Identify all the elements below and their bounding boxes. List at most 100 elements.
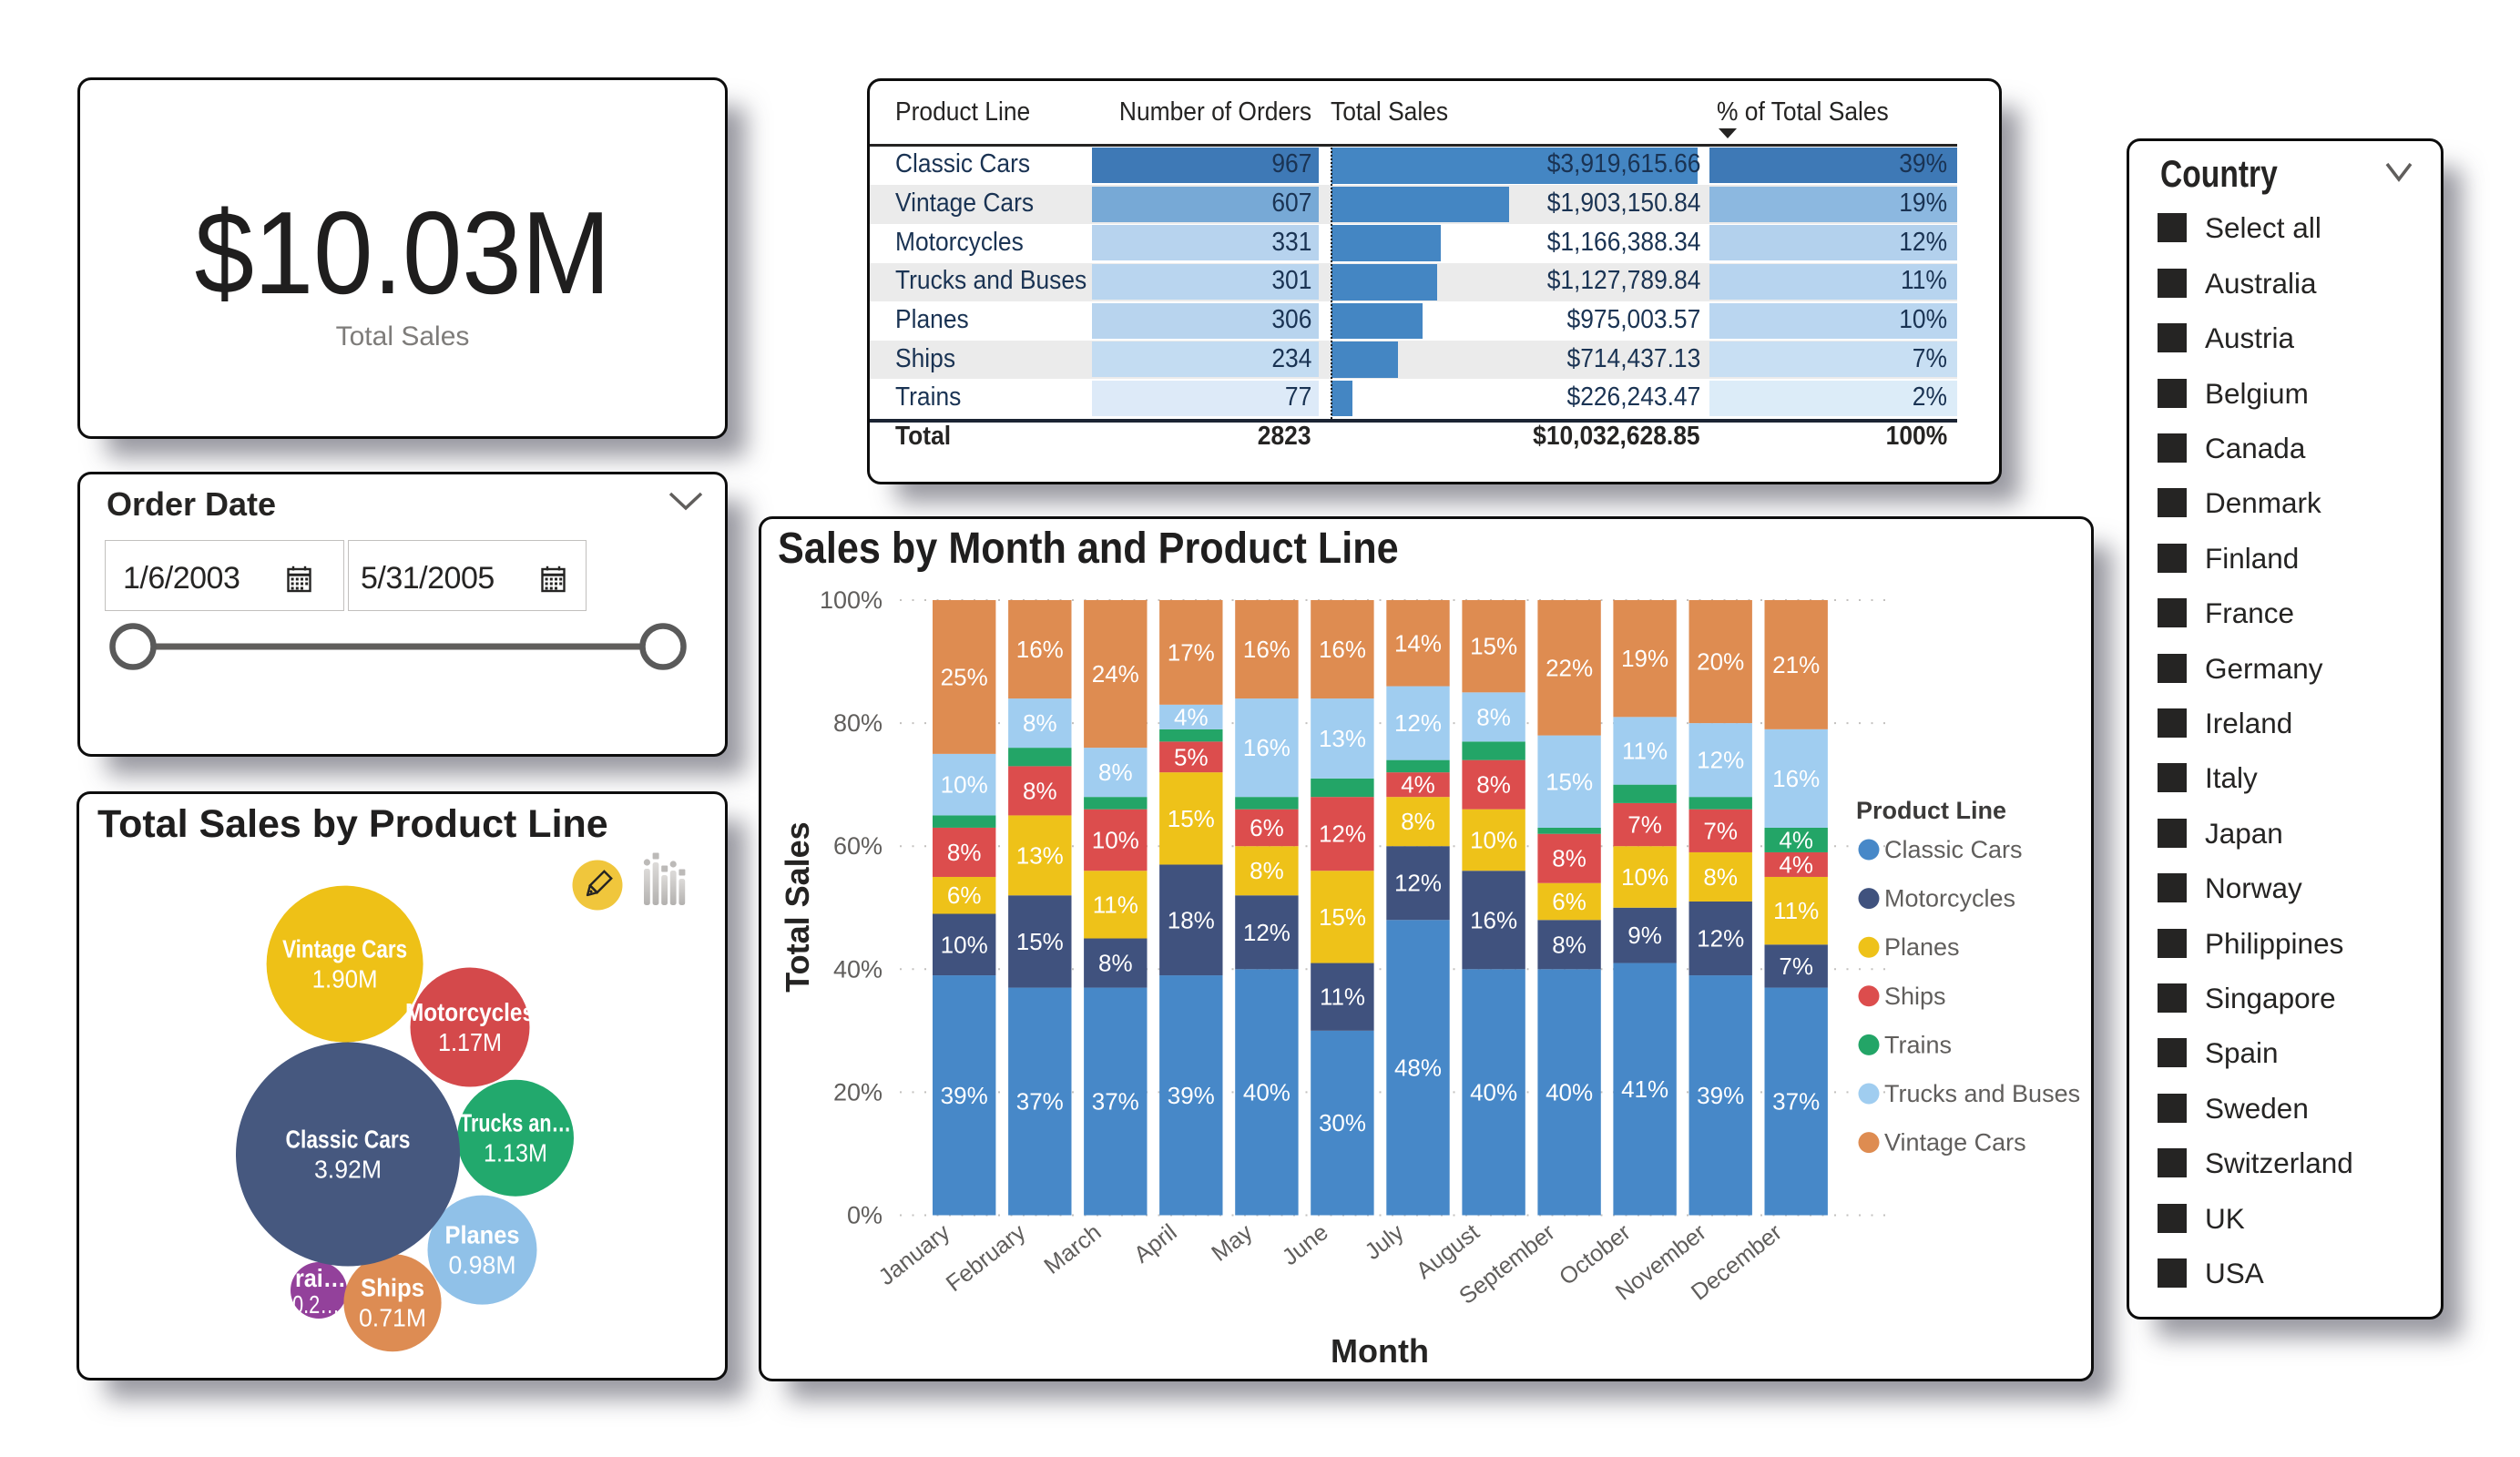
svg-text:1.17M: 1.17M <box>438 1028 502 1056</box>
svg-text:12%: 12% <box>1394 709 1442 737</box>
svg-text:6%: 6% <box>1250 814 1284 841</box>
svg-text:8%: 8% <box>1250 857 1284 884</box>
svg-text:8%: 8% <box>947 839 982 866</box>
svg-text:20%: 20% <box>1697 648 1744 676</box>
svg-text:37%: 37% <box>1772 1088 1820 1116</box>
svg-text:18%: 18% <box>1168 906 1215 933</box>
svg-text:15%: 15% <box>1319 903 1366 931</box>
svg-text:0%: 0% <box>847 1202 883 1229</box>
svg-text:Trucks an…: Trucks an… <box>460 1109 571 1137</box>
svg-text:12%: 12% <box>1697 925 1744 953</box>
svg-text:10%: 10% <box>941 931 988 958</box>
svg-text:Motorcycles: Motorcycles <box>405 998 535 1026</box>
svg-text:16%: 16% <box>1319 636 1366 663</box>
svg-text:10%: 10% <box>1470 826 1517 853</box>
svg-text:60%: 60% <box>833 832 883 860</box>
svg-text:21%: 21% <box>1772 651 1820 678</box>
svg-text:June: June <box>1278 1219 1333 1270</box>
svg-text:0.98M: 0.98M <box>449 1251 516 1279</box>
svg-text:0.71M: 0.71M <box>359 1304 426 1332</box>
svg-text:40%: 40% <box>1243 1078 1291 1105</box>
svg-text:40%: 40% <box>1546 1078 1593 1105</box>
svg-text:6%: 6% <box>1552 888 1586 915</box>
svg-text:8%: 8% <box>1552 931 1586 958</box>
svg-text:Classic Cars: Classic Cars <box>286 1126 411 1154</box>
svg-text:13%: 13% <box>1319 725 1366 752</box>
svg-text:100%: 100% <box>820 586 883 614</box>
svg-text:11%: 11% <box>1093 891 1138 918</box>
svg-text:6%: 6% <box>947 881 982 909</box>
svg-text:Trains: Trains <box>1884 1031 1952 1058</box>
svg-text:8%: 8% <box>1023 709 1057 737</box>
svg-text:4%: 4% <box>1779 826 1813 853</box>
svg-text:4%: 4% <box>1779 851 1813 879</box>
svg-text:10%: 10% <box>1621 863 1668 891</box>
svg-text:1.13M: 1.13M <box>484 1139 547 1167</box>
svg-text:39%: 39% <box>1168 1082 1215 1109</box>
svg-text:8%: 8% <box>1476 771 1511 799</box>
svg-text:Trucks and Buses: Trucks and Buses <box>1884 1080 2080 1107</box>
svg-text:15%: 15% <box>1016 928 1064 955</box>
svg-text:8%: 8% <box>1552 845 1586 872</box>
svg-text:22%: 22% <box>1546 654 1593 681</box>
svg-text:12%: 12% <box>1319 820 1366 848</box>
svg-text:9%: 9% <box>1627 922 1662 949</box>
svg-text:16%: 16% <box>1470 906 1517 933</box>
svg-text:37%: 37% <box>1092 1088 1139 1116</box>
svg-text:15%: 15% <box>1168 805 1215 832</box>
svg-text:37%: 37% <box>1016 1088 1064 1116</box>
svg-text:March: March <box>1039 1219 1106 1279</box>
svg-text:Product Line: Product Line <box>1856 797 2006 824</box>
svg-text:15%: 15% <box>1546 768 1593 795</box>
svg-text:16%: 16% <box>1243 734 1291 761</box>
svg-text:8%: 8% <box>1401 808 1435 835</box>
svg-text:Ships: Ships <box>361 1274 424 1302</box>
svg-text:7%: 7% <box>1779 953 1813 980</box>
svg-text:10%: 10% <box>941 771 988 799</box>
svg-text:12%: 12% <box>1243 919 1291 946</box>
svg-text:8%: 8% <box>1023 777 1057 804</box>
svg-text:11%: 11% <box>1320 983 1365 1011</box>
svg-text:8%: 8% <box>1703 863 1738 891</box>
svg-text:8%: 8% <box>1476 703 1511 730</box>
svg-text:Planes: Planes <box>445 1221 520 1249</box>
svg-text:40%: 40% <box>833 955 883 983</box>
svg-text:17%: 17% <box>1168 638 1215 666</box>
svg-text:8%: 8% <box>1098 759 1133 786</box>
svg-text:Ships: Ships <box>1884 983 1946 1010</box>
svg-text:48%: 48% <box>1394 1054 1442 1081</box>
svg-text:Planes: Planes <box>1884 933 1960 961</box>
svg-text:16%: 16% <box>1772 765 1820 792</box>
svg-text:Total Sales: Total Sales <box>779 821 816 992</box>
svg-text:25%: 25% <box>941 663 988 690</box>
svg-text:5%: 5% <box>1174 743 1209 770</box>
svg-text:3.92M: 3.92M <box>314 1156 382 1184</box>
svg-text:rai…: rai… <box>295 1264 346 1292</box>
svg-text:39%: 39% <box>941 1082 988 1109</box>
svg-text:20%: 20% <box>833 1078 883 1105</box>
svg-text:10%: 10% <box>1092 826 1139 853</box>
svg-text:1.90M: 1.90M <box>312 965 378 993</box>
svg-text:11%: 11% <box>1773 897 1819 924</box>
svg-text:12%: 12% <box>1394 870 1442 897</box>
svg-text:15%: 15% <box>1470 633 1517 660</box>
svg-text:39%: 39% <box>1697 1082 1744 1109</box>
svg-text:Month: Month <box>1331 1332 1429 1370</box>
svg-text:41%: 41% <box>1621 1075 1668 1103</box>
svg-text:Vintage Cars: Vintage Cars <box>282 935 407 963</box>
svg-text:8%: 8% <box>1098 950 1133 977</box>
svg-text:7%: 7% <box>1703 817 1738 844</box>
svg-text:7%: 7% <box>1627 811 1662 839</box>
svg-text:Motorcycles: Motorcycles <box>1884 885 2015 912</box>
svg-text:16%: 16% <box>1016 636 1064 663</box>
svg-text:0.2…: 0.2… <box>292 1290 340 1319</box>
svg-text:4%: 4% <box>1174 703 1209 730</box>
svg-text:24%: 24% <box>1092 660 1139 688</box>
svg-text:12%: 12% <box>1697 747 1744 774</box>
svg-text:14%: 14% <box>1394 629 1442 657</box>
svg-text:30%: 30% <box>1319 1109 1366 1136</box>
svg-text:19%: 19% <box>1621 645 1668 672</box>
svg-text:May: May <box>1207 1219 1257 1267</box>
svg-text:80%: 80% <box>833 709 883 737</box>
svg-text:40%: 40% <box>1470 1078 1517 1105</box>
